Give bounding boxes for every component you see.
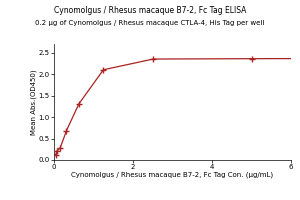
Y-axis label: Mean Abs.(OD450): Mean Abs.(OD450) xyxy=(31,69,37,135)
Text: Cynomolgus / Rhesus macaque B7-2, Fc Tag ELISA: Cynomolgus / Rhesus macaque B7-2, Fc Tag… xyxy=(54,6,246,15)
X-axis label: Cynomolgus / Rhesus macaque B7-2, Fc Tag Con. (μg/mL): Cynomolgus / Rhesus macaque B7-2, Fc Tag… xyxy=(71,172,274,178)
Text: 0.2 μg of Cynomolgus / Rhesus macaque CTLA-4, His Tag per well: 0.2 μg of Cynomolgus / Rhesus macaque CT… xyxy=(35,20,265,26)
